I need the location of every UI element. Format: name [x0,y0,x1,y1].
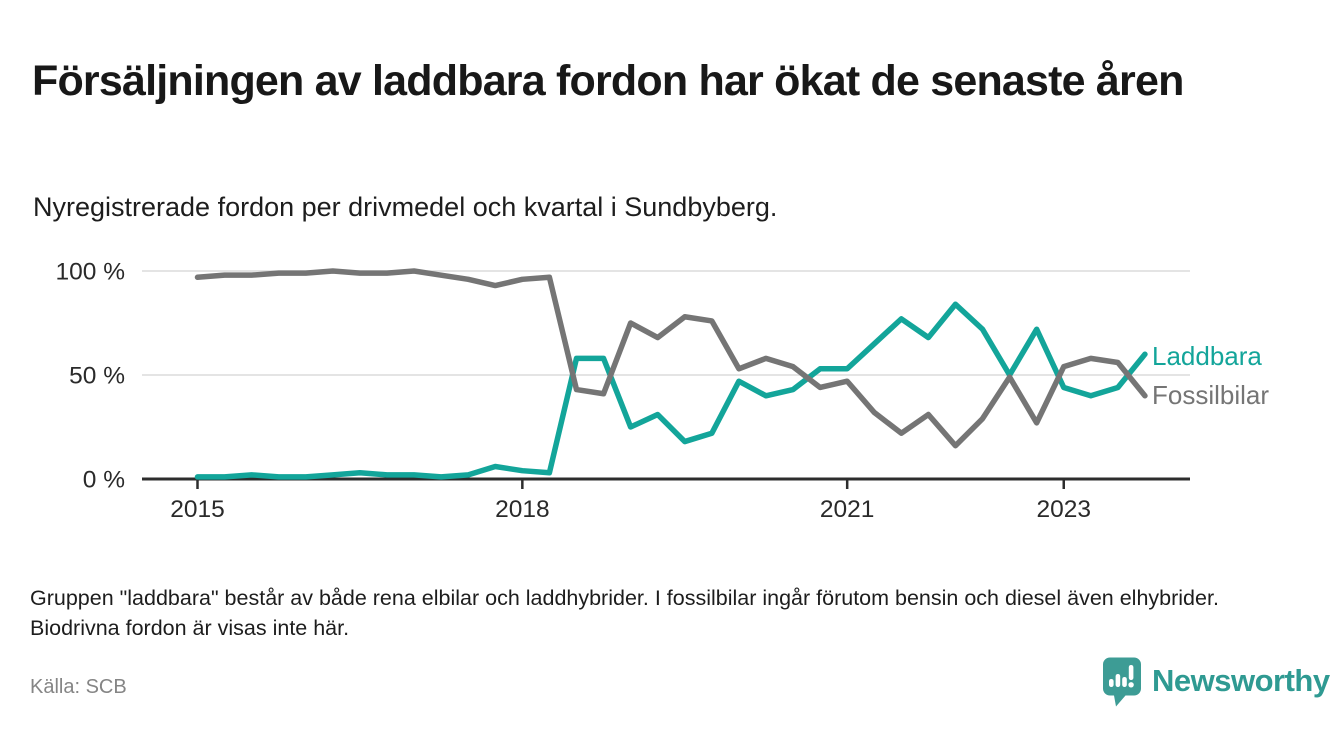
legend-label-fossilbilar: Fossilbilar [1152,380,1270,410]
newsworthy-logo-text: Newsworthy [1152,663,1330,698]
source-note: Källa: SCB [30,676,127,698]
x-axis-tick-label: 2021 [820,496,875,523]
y-axis-tick-label: 0 % [83,467,125,494]
chart-footnote: Gruppen "laddbara" består av både rena e… [30,585,1219,640]
series-line-laddbara [194,301,1148,480]
x-axis-tick-label: 2023 [1036,496,1091,523]
newsworthy-logo: Newsworthy [1101,656,1330,708]
newsworthy-barchart-pin-icon [1103,657,1141,707]
series-line-fossilbilar [194,268,1148,449]
y-axis-tick-label: 50 % [69,363,125,390]
chart-subtitle: Nyregistrerade fordon per drivmedel och … [33,192,778,222]
y-axis-tick-label: 100 % [56,259,125,286]
x-axis-tick-label: 2018 [495,496,550,523]
page-title: Försäljningen av laddbara fordon har öka… [32,56,1184,105]
x-axis-tick-label: 2015 [170,496,225,523]
legend-label-laddbara: Laddbara [1152,341,1262,371]
